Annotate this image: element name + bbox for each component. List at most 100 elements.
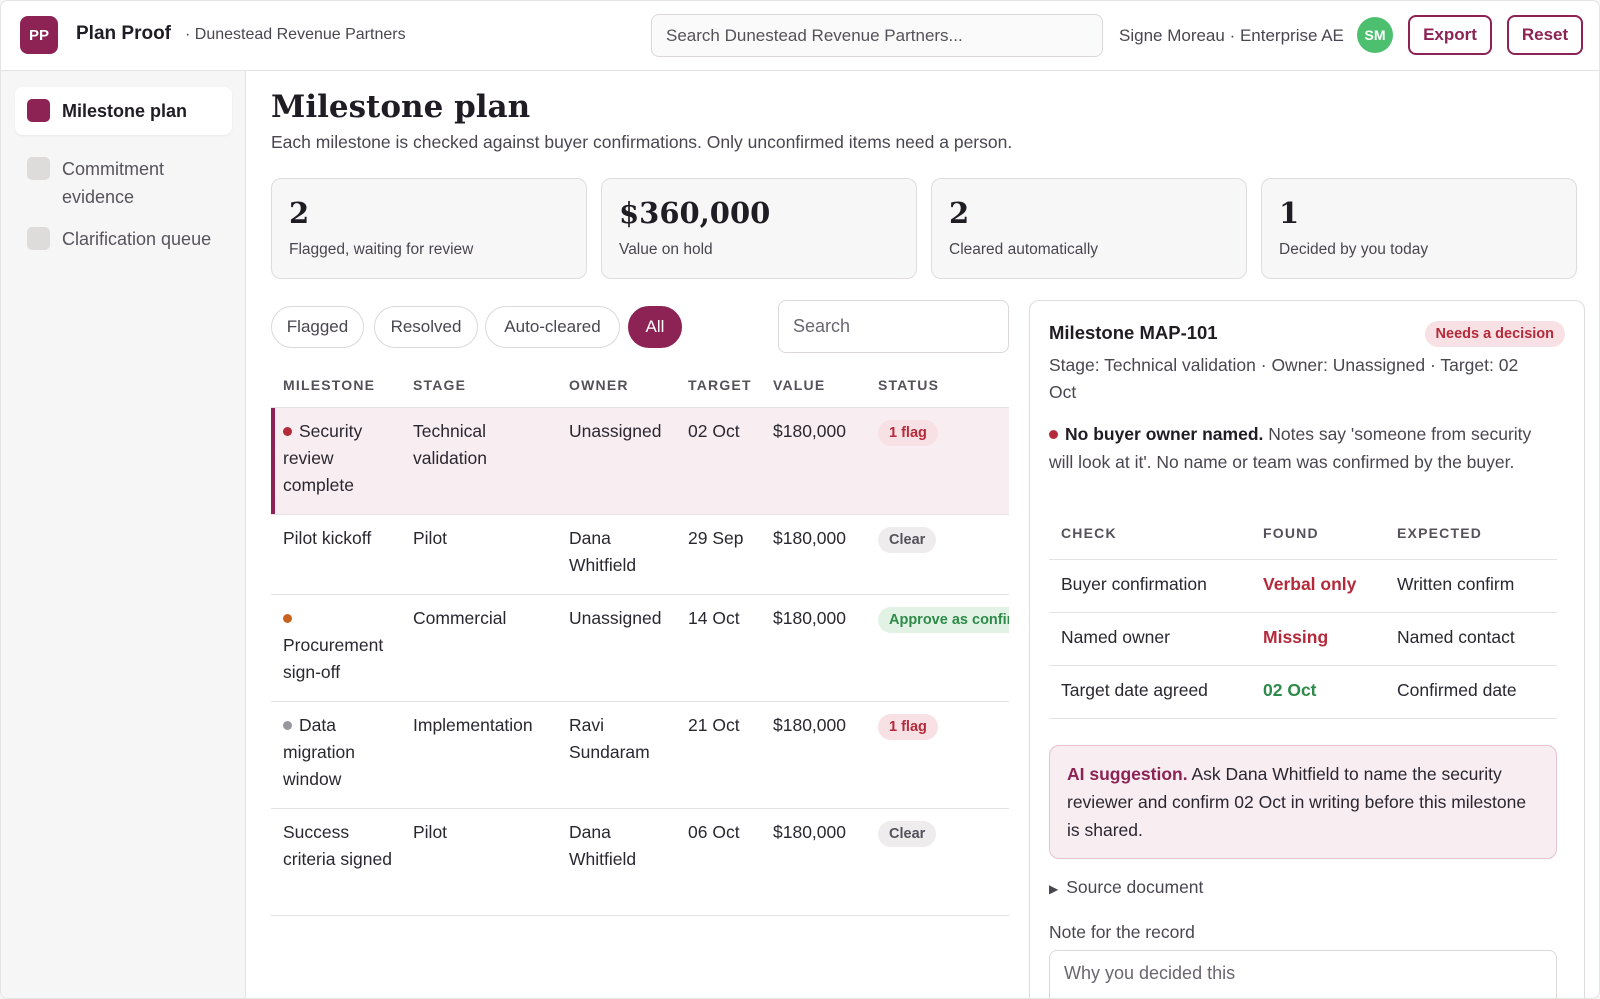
stage-cell: Implementation — [413, 715, 533, 735]
target-cell: 14 Oct — [688, 608, 740, 628]
stat-card-value-on-hold: $360,000 Value on hold — [601, 178, 917, 279]
note-label: Note for the record — [1049, 922, 1195, 942]
milestone-detail-panel: Milestone MAP-101 Needs a decision Stage… — [1029, 300, 1585, 998]
filter-resolved[interactable]: Resolved — [374, 306, 478, 348]
status-badge: 1 flag — [878, 420, 938, 446]
issue-title: No buyer owner named. — [1065, 424, 1264, 444]
stage-cell: Technical validation — [413, 421, 487, 468]
column-header-value[interactable]: VALUE — [773, 377, 826, 393]
target-cell: 21 Oct — [688, 715, 740, 735]
sidebar-item-commitment-evidence[interactable]: Commitment evidence — [15, 145, 232, 207]
column-header-check: CHECK — [1061, 525, 1117, 541]
disclosure-triangle-icon: ▶ — [1049, 882, 1059, 896]
warning-dot-icon — [283, 613, 292, 623]
column-header-found: FOUND — [1263, 525, 1319, 541]
status-badge: Clear — [878, 527, 937, 553]
clarification-queue-icon — [27, 227, 50, 250]
target-cell: 29 Sep — [688, 528, 744, 548]
stat-caption: Decided by you today — [1279, 241, 1429, 258]
filter-flagged[interactable]: Flagged — [271, 306, 364, 348]
reset-button[interactable]: Reset — [1507, 15, 1583, 55]
stage-cell: Pilot — [413, 822, 448, 842]
check-found: Verbal only — [1263, 574, 1357, 594]
table-row[interactable]: Procurement sign-off Commercial Unassign… — [271, 595, 1009, 702]
stat-card-decided: 1 Decided by you today — [1261, 178, 1577, 279]
table-row[interactable]: Security review complete Technical valid… — [271, 408, 1009, 515]
note-input[interactable]: Why you decided this — [1049, 950, 1557, 998]
check-expected: Written confirm — [1397, 574, 1515, 594]
stat-value: 2 — [289, 196, 310, 230]
filter-auto-cleared[interactable]: Auto-cleared — [485, 306, 620, 348]
global-search-input[interactable]: Search Dunestead Revenue Partners... — [651, 14, 1103, 57]
milestone-cell: Procurement sign-off — [283, 605, 401, 686]
owner-cell: Dana Whitfield — [569, 528, 637, 575]
sidebar-item-milestone-plan[interactable]: Milestone plan — [15, 87, 232, 135]
milestone-table: MILESTONE STAGE OWNER TARGET VALUE STATU… — [271, 367, 1009, 917]
stat-caption: Cleared automatically — [949, 241, 1099, 258]
milestone-name: Security review complete — [283, 421, 363, 495]
stat-card-flagged: 2 Flagged, waiting for review — [271, 178, 587, 279]
column-header-target[interactable]: TARGET — [688, 377, 752, 393]
table-header-divider — [271, 407, 1009, 408]
owner-cell: Unassigned — [569, 608, 662, 628]
detail-title: Milestone MAP-101 — [1049, 322, 1218, 343]
table-search-input[interactable]: Search — [778, 300, 1009, 353]
table-row[interactable]: Data migration window Implementation Rav… — [271, 702, 1009, 809]
milestone-name: Data migration window — [283, 715, 355, 789]
app-name: Plan Proof — [76, 23, 172, 44]
value-cell: $180,000 — [773, 608, 846, 628]
sidebar-item-label: Milestone plan — [62, 101, 188, 121]
organization-name: · Dunestead Revenue Partners — [185, 26, 406, 43]
check-name: Target date agreed — [1061, 680, 1208, 700]
status-badge: 1 flag — [878, 714, 938, 740]
column-header-status[interactable]: STATUS — [878, 377, 940, 393]
milestone-name: Procurement sign-off — [283, 635, 384, 682]
sidebar: Milestone plan Commitment evidence Clari… — [1, 71, 246, 998]
table-row[interactable]: Pilot kickoff Pilot Dana Whitfield 29 Se… — [271, 515, 1009, 595]
status-badge: Needs a decision — [1424, 321, 1565, 347]
table-row[interactable]: Success criteria signed Pilot Dana Whitf… — [271, 809, 1009, 916]
target-cell: 06 Oct — [688, 822, 740, 842]
check-found: 02 Oct — [1263, 680, 1317, 700]
detail-meta: Stage: Technical validation · Owner: Una… — [1049, 355, 1519, 402]
stat-caption: Value on hold — [619, 241, 713, 258]
source-document-label: Source document — [1066, 877, 1204, 897]
check-expected: Confirmed date — [1397, 680, 1517, 700]
ai-suggestion-text: Ask Dana Whitfield to name the security … — [1067, 764, 1527, 840]
stat-value: 1 — [1279, 196, 1300, 230]
sidebar-item-label: Commitment evidence — [62, 159, 165, 207]
column-header-owner[interactable]: OWNER — [569, 377, 629, 393]
check-found: Missing — [1263, 627, 1329, 647]
app-logo: PP — [20, 16, 58, 54]
page-subtitle: Each milestone is checked against buyer … — [271, 132, 1013, 152]
check-expected: Named contact — [1397, 627, 1515, 647]
sidebar-item-label: Clarification queue — [62, 229, 212, 249]
milestone-cell: Security review complete — [283, 418, 403, 499]
status-badge: Clear — [878, 821, 937, 847]
stat-card-cleared: 2 Cleared automatically — [931, 178, 1247, 279]
stat-value: $360,000 — [619, 196, 771, 230]
page-title: Milestone plan — [271, 89, 531, 125]
check-name: Named owner — [1061, 627, 1170, 647]
milestone-name: Success criteria signed — [283, 822, 392, 869]
value-cell: $180,000 — [773, 715, 846, 735]
filter-all[interactable]: All — [628, 306, 682, 348]
sidebar-item-clarification-queue[interactable]: Clarification queue — [15, 215, 232, 263]
column-header-stage[interactable]: STAGE — [413, 377, 467, 393]
flag-dot-icon — [283, 426, 292, 436]
owner-cell: Dana Whitfield — [569, 822, 637, 869]
top-bar: PP Plan Proof · Dunestead Revenue Partne… — [1, 1, 1599, 71]
stage-cell: Pilot — [413, 528, 448, 548]
flag-dot-icon — [1049, 429, 1058, 439]
stat-value: 2 — [949, 196, 970, 230]
export-button[interactable]: Export — [1408, 15, 1492, 55]
approve-as-confirmed-button[interactable]: Approve as confirmed — [878, 607, 1009, 633]
source-document-toggle[interactable]: ▶ Source document — [1049, 877, 1203, 898]
checks-header-divider — [1049, 559, 1557, 560]
avatar[interactable]: SM — [1357, 17, 1393, 53]
issue-text: Notes say 'someone from security will lo… — [1049, 424, 1532, 472]
column-header-milestone[interactable]: MILESTONE — [283, 377, 376, 393]
ai-suggestion: AI suggestion. Ask Dana Whitfield to nam… — [1049, 745, 1557, 859]
commitment-evidence-icon — [27, 157, 50, 180]
